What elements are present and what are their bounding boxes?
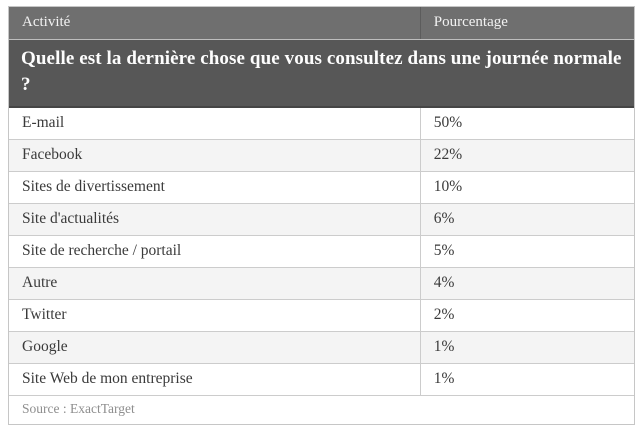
table-row: Site de recherche / portail 5% — [9, 235, 634, 268]
percent-cell: 2% — [419, 299, 634, 332]
activity-cell: Twitter — [9, 299, 421, 332]
table-row: Autre 4% — [9, 267, 634, 300]
table-title: Quelle est la dernière chose que vous co… — [9, 39, 634, 108]
percent-cell: 22% — [419, 139, 634, 172]
table-row: Facebook 22% — [9, 139, 634, 172]
table-row: Twitter 2% — [9, 299, 634, 332]
source-row: Source : ExactTarget — [9, 395, 634, 424]
table-header-row: Activité Pourcentage — [9, 7, 634, 40]
survey-table: Quelle est la dernière chose que vous co… — [8, 6, 635, 425]
percent-cell: 50% — [419, 107, 634, 140]
activity-cell: Google — [9, 331, 421, 364]
table-row: Site d'actualités 6% — [9, 203, 634, 236]
survey-data-table: Quelle est la dernière chose que vous co… — [9, 7, 634, 424]
activity-cell: Sites de divertissement — [9, 171, 421, 204]
column-header-percent: Pourcentage — [419, 7, 634, 40]
percent-cell: 4% — [419, 267, 634, 300]
activity-cell: Site d'actualités — [9, 203, 421, 236]
table-header: Activité Pourcentage — [9, 7, 634, 40]
table-row: Sites de divertissement 10% — [9, 171, 634, 204]
activity-cell: E-mail — [9, 107, 421, 140]
percent-cell: 6% — [419, 203, 634, 236]
percent-cell: 10% — [419, 171, 634, 204]
activity-cell: Site Web de mon entreprise — [9, 363, 421, 396]
source-text: Source : ExactTarget — [9, 395, 634, 424]
percent-cell: 1% — [419, 331, 634, 364]
activity-cell: Site de recherche / portail — [9, 235, 421, 268]
percent-cell: 1% — [419, 363, 634, 396]
activity-cell: Autre — [9, 267, 421, 300]
column-header-activity: Activité — [9, 7, 421, 40]
table-footer: Source : ExactTarget — [9, 395, 634, 424]
table-body: E-mail 50% Facebook 22% Sites de diverti… — [9, 107, 634, 396]
table-row: E-mail 50% — [9, 107, 634, 140]
table-row: Google 1% — [9, 331, 634, 364]
table-row: Site Web de mon entreprise 1% — [9, 363, 634, 396]
percent-cell: 5% — [419, 235, 634, 268]
table-title-row: Quelle est la dernière chose que vous co… — [9, 39, 634, 108]
activity-cell: Facebook — [9, 139, 421, 172]
